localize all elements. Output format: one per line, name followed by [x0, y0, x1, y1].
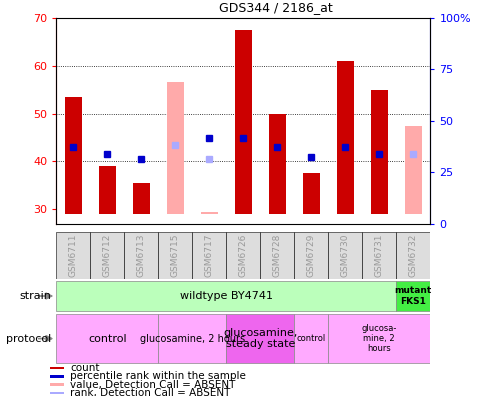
Text: protocol: protocol: [6, 333, 51, 344]
FancyBboxPatch shape: [226, 232, 260, 279]
Bar: [201, 212, 217, 214]
Text: count: count: [70, 363, 100, 373]
Text: GSM6711: GSM6711: [69, 234, 78, 277]
Bar: [268, 114, 285, 214]
Bar: [201, 212, 217, 214]
Text: glucosa-
mine, 2
hours: glucosa- mine, 2 hours: [361, 324, 396, 354]
FancyBboxPatch shape: [327, 314, 429, 363]
Bar: [302, 173, 319, 214]
Text: control: control: [296, 334, 325, 343]
FancyBboxPatch shape: [56, 232, 90, 279]
Bar: [99, 166, 116, 214]
FancyBboxPatch shape: [56, 281, 395, 311]
Text: GSM6726: GSM6726: [238, 234, 247, 277]
Text: percentile rank within the sample: percentile rank within the sample: [70, 371, 245, 381]
FancyBboxPatch shape: [158, 314, 226, 363]
Text: GSM6715: GSM6715: [170, 234, 180, 277]
Bar: [166, 82, 183, 214]
FancyBboxPatch shape: [192, 232, 226, 279]
Text: control: control: [88, 333, 126, 344]
Bar: [234, 30, 251, 214]
Bar: [50, 392, 64, 394]
Text: strain: strain: [20, 291, 51, 301]
Text: GSM6728: GSM6728: [272, 234, 281, 277]
Bar: [64, 97, 81, 214]
Bar: [404, 126, 421, 214]
Bar: [50, 367, 64, 369]
FancyBboxPatch shape: [395, 281, 429, 311]
FancyBboxPatch shape: [395, 232, 429, 279]
Text: value, Detection Call = ABSENT: value, Detection Call = ABSENT: [70, 380, 235, 390]
Bar: [370, 89, 387, 214]
Bar: [132, 183, 149, 214]
FancyBboxPatch shape: [90, 232, 124, 279]
FancyBboxPatch shape: [260, 232, 294, 279]
Text: GSM6729: GSM6729: [306, 234, 315, 277]
FancyBboxPatch shape: [294, 314, 327, 363]
FancyBboxPatch shape: [56, 314, 158, 363]
FancyBboxPatch shape: [226, 314, 294, 363]
Text: GSM6713: GSM6713: [137, 234, 145, 277]
Text: rank, Detection Call = ABSENT: rank, Detection Call = ABSENT: [70, 388, 230, 396]
Text: glucosamine, 2 hours: glucosamine, 2 hours: [140, 333, 244, 344]
Text: GSM6717: GSM6717: [204, 234, 213, 277]
FancyBboxPatch shape: [362, 232, 395, 279]
Text: GSM6730: GSM6730: [340, 234, 349, 277]
Text: glucosamine,
steady state: glucosamine, steady state: [223, 328, 297, 349]
Bar: [50, 375, 64, 378]
Bar: [50, 383, 64, 386]
FancyBboxPatch shape: [124, 232, 158, 279]
FancyBboxPatch shape: [158, 232, 192, 279]
Text: GDS344 / 2186_at: GDS344 / 2186_at: [219, 1, 332, 14]
FancyBboxPatch shape: [294, 232, 327, 279]
Text: GSM6731: GSM6731: [374, 234, 383, 277]
Text: GSM6712: GSM6712: [102, 234, 112, 277]
Bar: [336, 61, 353, 214]
FancyBboxPatch shape: [327, 232, 362, 279]
Text: wildtype BY4741: wildtype BY4741: [180, 291, 272, 301]
Text: GSM6732: GSM6732: [408, 234, 417, 277]
Text: mutant
FKS1: mutant FKS1: [394, 286, 431, 306]
